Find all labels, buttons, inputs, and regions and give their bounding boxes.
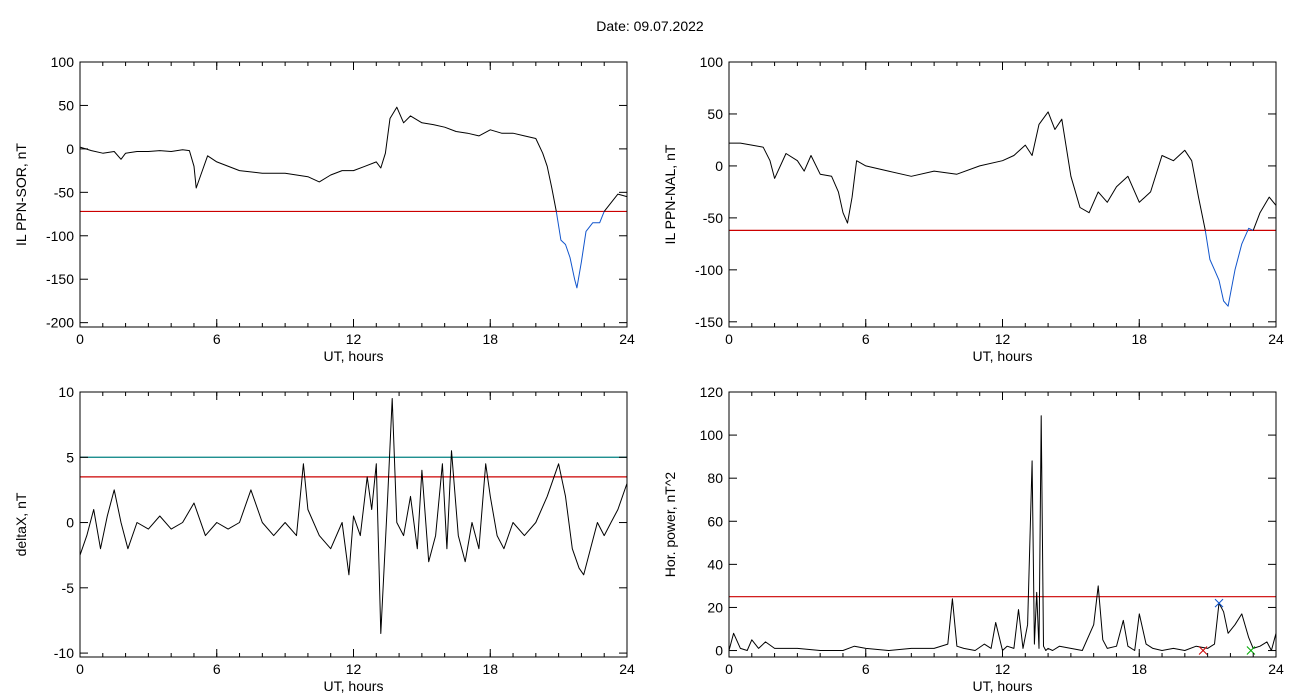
y-tick-label: 0 xyxy=(715,158,723,174)
y-tick-label: 10 xyxy=(58,384,74,400)
y-tick-label: 100 xyxy=(51,54,75,70)
y-axis-label: IL PPN-SOR, nT xyxy=(13,143,29,246)
x-tick-label: 0 xyxy=(725,661,733,677)
chart-panel-1: 0 6 12 18 24 100 50 0 -50 -100 -150 -200 UT, hours IL… xyxy=(13,54,635,364)
series-line-3 xyxy=(603,193,627,212)
y-tick-label: -10 xyxy=(54,645,74,661)
y-axis-label: IL PPN-NAL, nT xyxy=(662,144,678,244)
x-tick-label: 24 xyxy=(619,331,635,347)
plot-frame xyxy=(79,391,628,658)
x-tick-label: 0 xyxy=(725,331,733,347)
x-tick-label: 24 xyxy=(619,661,635,677)
series-line-1 xyxy=(729,415,1276,651)
page-title: Date: 09.07.2022 xyxy=(596,18,704,34)
y-tick-label: 5 xyxy=(66,449,74,465)
series-line-2 xyxy=(555,211,605,289)
y-tick-label: 0 xyxy=(66,515,74,531)
x-tick-label: 6 xyxy=(862,331,870,347)
plot-frame xyxy=(728,391,1277,658)
y-tick-label: 50 xyxy=(707,106,723,122)
chart-panel-3: 0 6 12 18 24 10 5 0 -5 -10 UT, hours deltaX, nT xyxy=(13,384,635,694)
chart-panel-4: 0 6 12 18 24 120 100 80 60 40 20 0 UT, hours Hor. pow… xyxy=(662,384,1284,694)
marker-point xyxy=(1246,646,1256,655)
series-line-1 xyxy=(80,398,627,634)
x-tick-label: 6 xyxy=(862,661,870,677)
marker-point xyxy=(1198,646,1208,655)
y-tick-label: 80 xyxy=(707,470,723,486)
y-tick-label: 20 xyxy=(707,599,723,615)
plot-frame xyxy=(79,61,628,328)
x-tick-label: 0 xyxy=(76,331,84,347)
chart-panel-2: 0 6 12 18 24 100 50 0 -50 -100 -150 UT, hours IL PPN… xyxy=(662,54,1284,364)
y-tick-label: -50 xyxy=(54,184,74,200)
y-tick-label: -150 xyxy=(46,271,74,287)
x-tick-label: 18 xyxy=(482,661,498,677)
y-tick-label: 120 xyxy=(700,384,724,400)
series-line-1 xyxy=(80,106,557,212)
y-tick-label: -100 xyxy=(46,228,74,244)
y-tick-label: -50 xyxy=(703,210,723,226)
plot-frame xyxy=(728,61,1277,328)
y-tick-label: 100 xyxy=(700,54,724,70)
x-axis-label: UT, hours xyxy=(973,348,1033,364)
x-tick-label: 12 xyxy=(995,331,1011,347)
x-tick-label: 18 xyxy=(482,331,498,347)
y-axis-label: Hor. power, nT^2 xyxy=(662,472,678,578)
y-tick-label: 60 xyxy=(707,513,723,529)
y-tick-label: 0 xyxy=(715,643,723,659)
series-line-1 xyxy=(729,111,1206,231)
x-tick-label: 12 xyxy=(346,661,362,677)
y-tick-label: -100 xyxy=(695,262,723,278)
x-tick-label: 24 xyxy=(1268,661,1284,677)
x-tick-label: 6 xyxy=(213,331,221,347)
y-tick-label: 100 xyxy=(700,427,724,443)
y-tick-label: -150 xyxy=(695,314,723,330)
x-tick-label: 12 xyxy=(995,661,1011,677)
x-tick-label: 6 xyxy=(213,661,221,677)
x-tick-label: 18 xyxy=(1131,331,1147,347)
y-tick-label: 0 xyxy=(66,141,74,157)
x-axis-label: UT, hours xyxy=(324,678,384,694)
x-axis-label: UT, hours xyxy=(324,348,384,364)
x-tick-label: 12 xyxy=(346,331,362,347)
series-line-2 xyxy=(1204,227,1254,307)
marker-point xyxy=(1214,598,1224,608)
x-tick-label: 18 xyxy=(1131,661,1147,677)
series-line-3 xyxy=(1252,196,1276,231)
x-tick-label: 24 xyxy=(1268,331,1284,347)
y-axis-label: deltaX, nT xyxy=(13,492,29,556)
y-tick-label: 40 xyxy=(707,556,723,572)
x-tick-label: 0 xyxy=(76,661,84,677)
x-axis-label: UT, hours xyxy=(973,678,1033,694)
y-tick-label: -5 xyxy=(62,580,75,596)
y-tick-label: -200 xyxy=(46,315,74,331)
y-tick-label: 50 xyxy=(58,97,74,113)
